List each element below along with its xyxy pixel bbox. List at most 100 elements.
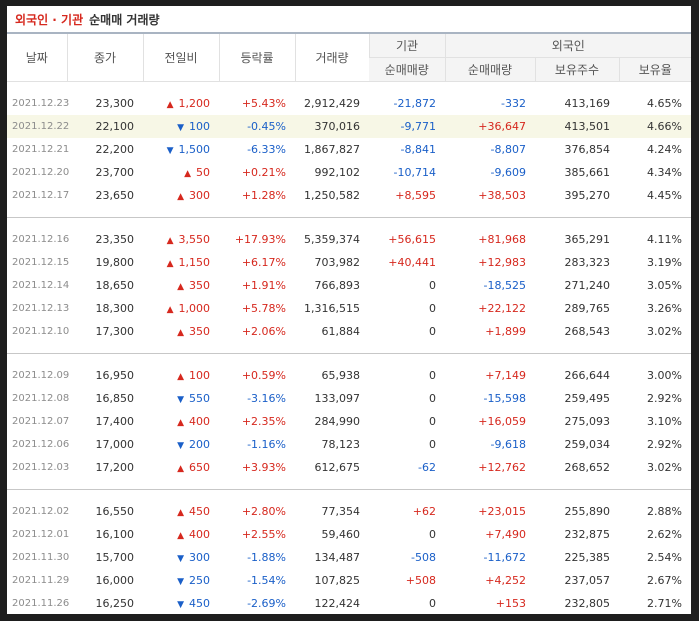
table-row[interactable]: 2021.12.17 23,650 ▲ 300 +1.28% 1,250,582 +8,59… — [7, 184, 691, 207]
row-inst-net: 0 — [429, 528, 436, 541]
row-close: 16,950 — [95, 369, 135, 382]
change-value: 100 — [189, 369, 210, 382]
row-date: 2021.12.09 — [12, 370, 70, 381]
row-date: 2021.12.23 — [12, 98, 70, 109]
row-foreign-ratio: 4.24% — [647, 143, 682, 156]
row-foreign-net: -15,598 — [483, 392, 526, 405]
row-volume: 65,938 — [321, 369, 361, 382]
row-foreign-ratio: 4.66% — [619, 115, 691, 138]
table-row[interactable]: 2021.12.06 17,000 ▼ 200 -1.16% 78,123 0 -9,618 2… — [7, 433, 691, 456]
table-row[interactable]: 2021.12.16 23,350 ▲ 3,550 +17.93% 5,359,374 +5… — [7, 228, 691, 251]
table-row[interactable]: 2021.12.14 18,650 ▲ 350 +1.91% 766,893 0 -18,52… — [7, 274, 691, 297]
table-row[interactable]: 2021.12.21 22,200 ▼ 1,500 -6.33% 1,867,827 -8,… — [7, 138, 691, 161]
table-row[interactable]: 2021.12.20 23,700 ▲ 50 +0.21% 992,102 -10,714 -… — [7, 161, 691, 184]
row-change: ▲ 400 — [143, 523, 219, 546]
row-close: 17,300 — [95, 325, 135, 338]
row-change: ▲ 1,200 — [143, 92, 219, 115]
table-row[interactable]: 2021.12.22 22,100 ▼ 100 -0.45% 370,016 -9,771 +… — [7, 115, 691, 138]
row-change: ▲ 1,000 — [143, 297, 219, 320]
table-row[interactable]: 2021.12.09 16,950 ▲ 100 +0.59% 65,938 0 +7,149 2… — [7, 364, 691, 387]
row-foreign-shares: 275,093 — [564, 415, 611, 428]
row-foreign-shares: 365,291 — [564, 233, 611, 246]
row-volume: 612,675 — [314, 461, 361, 474]
row-rate: -1.16% — [247, 438, 286, 451]
row-inst-net: 0 — [429, 279, 436, 292]
row-date: 2021.12.14 — [12, 280, 70, 291]
row-volume: 2,912,429 — [304, 97, 360, 110]
table-row[interactable]: 2021.11.26 16,250 ▼ 450 -2.69% 122,424 0 +153 23… — [7, 592, 691, 614]
change-value: 650 — [189, 461, 210, 474]
row-inst-net: +8,595 — [395, 189, 436, 202]
row-inst-net: -62 — [418, 461, 436, 474]
row-foreign-shares: 225,385 — [564, 551, 611, 564]
group-separator — [7, 207, 691, 218]
change-value: 550 — [189, 392, 210, 405]
row-volume: 61,884 — [321, 325, 361, 338]
row-change: ▲ 350 — [143, 274, 219, 297]
change-value: 450 — [189, 505, 210, 518]
row-foreign-net: +36,647 — [445, 115, 535, 138]
table-row[interactable]: 2021.12.10 17,300 ▲ 350 +2.06% 61,884 0 +1,899 2… — [7, 320, 691, 343]
row-date: 2021.12.08 — [12, 393, 70, 404]
row-rate: +3.93% — [241, 461, 286, 474]
table-row[interactable]: 2021.12.23 23,300 ▲ 1,200 +5.43% 2,912,429 -21… — [7, 92, 691, 115]
row-rate: +2.80% — [241, 505, 286, 518]
row-change: ▲ 350 — [143, 320, 219, 343]
title-rest: 순매매 거래량 — [89, 13, 160, 27]
triangle-up-icon: ▲ — [166, 259, 174, 269]
row-volume: 122,424 — [314, 597, 361, 610]
row-foreign-net: -9,609 — [490, 166, 526, 179]
row-rate: +1.28% — [241, 189, 286, 202]
row-close: 17,200 — [95, 461, 135, 474]
row-date: 2021.12.03 — [12, 462, 70, 473]
col-inst-net: 순매매량 — [369, 57, 445, 82]
table-row[interactable]: 2021.12.03 17,200 ▲ 650 +3.93% 612,675 -62 +12,… — [7, 456, 691, 479]
table-row[interactable]: 2021.12.07 17,400 ▲ 400 +2.35% 284,990 0 +16,05… — [7, 410, 691, 433]
col-foreign-ratio: 보유율 — [618, 57, 691, 82]
row-foreign-shares: 376,854 — [564, 143, 611, 156]
row-volume: 1,316,515 — [304, 302, 360, 315]
row-change: ▲ 300 — [143, 184, 219, 207]
table-row[interactable]: 2021.12.15 19,800 ▲ 1,150 +6.17% 703,982 +40,4… — [7, 251, 691, 274]
change-value: 400 — [189, 415, 210, 428]
row-volume: 5,359,374 — [304, 233, 360, 246]
row-close: 22,200 — [95, 143, 135, 156]
row-rate: +5.43% — [241, 97, 286, 110]
change-value: 200 — [189, 438, 210, 451]
row-inst-net: +62 — [412, 505, 436, 518]
row-rate: +2.55% — [241, 528, 286, 541]
row-foreign-net: +1,899 — [485, 325, 526, 338]
row-rate: +17.93% — [234, 233, 286, 246]
table-row[interactable]: 2021.12.02 16,550 ▲ 450 +2.80% 77,354 +62 +23,0… — [7, 500, 691, 523]
group-spacer — [7, 354, 691, 365]
table-row[interactable]: 2021.11.29 16,000 ▼ 250 -1.54% 107,825 +508 +4,… — [7, 569, 691, 592]
row-foreign-shares: 413,501 — [535, 115, 619, 138]
row-close: 23,350 — [95, 233, 135, 246]
triangle-up-icon: ▲ — [177, 328, 184, 338]
row-foreign-ratio: 2.71% — [647, 597, 682, 610]
row-inst-net: 0 — [429, 369, 436, 382]
row-rate: +2.06% — [241, 325, 286, 338]
row-date: 2021.11.26 — [12, 598, 70, 609]
change-value: 1,150 — [178, 256, 211, 269]
row-foreign-ratio: 4.45% — [647, 189, 682, 202]
row-date: 2021.12.22 — [7, 115, 69, 138]
row-volume: 133,097 — [314, 392, 361, 405]
row-inst-net: 0 — [429, 415, 436, 428]
row-foreign-net: +81,968 — [478, 233, 526, 246]
row-foreign-ratio: 2.62% — [647, 528, 682, 541]
trading-table: 날짜 종가 전일비 등락률 거래량 기관 외국인 순매매량 순매매량 보유주수 … — [7, 34, 691, 614]
triangle-down-icon: ▼ — [166, 146, 174, 156]
table-row[interactable]: 2021.12.01 16,100 ▲ 400 +2.55% 59,460 0 +7,490 2… — [7, 523, 691, 546]
table-row[interactable]: 2021.12.08 16,850 ▼ 550 -3.16% 133,097 0 -15,59… — [7, 387, 691, 410]
table-row[interactable]: 2021.11.30 15,700 ▼ 300 -1.88% 134,487 -508 -11… — [7, 546, 691, 569]
title-accent: 외국인 · 기관 — [15, 13, 84, 27]
row-close: 15,700 — [95, 551, 135, 564]
triangle-up-icon: ▲ — [166, 236, 174, 246]
row-close: 23,700 — [95, 166, 135, 179]
row-volume: 134,487 — [314, 551, 361, 564]
table-row[interactable]: 2021.12.13 18,300 ▲ 1,000 +5.78% 1,316,515 0 +2… — [7, 297, 691, 320]
row-foreign-ratio: 2.92% — [647, 438, 682, 451]
row-foreign-shares: 259,034 — [564, 438, 611, 451]
change-value: 350 — [189, 279, 210, 292]
